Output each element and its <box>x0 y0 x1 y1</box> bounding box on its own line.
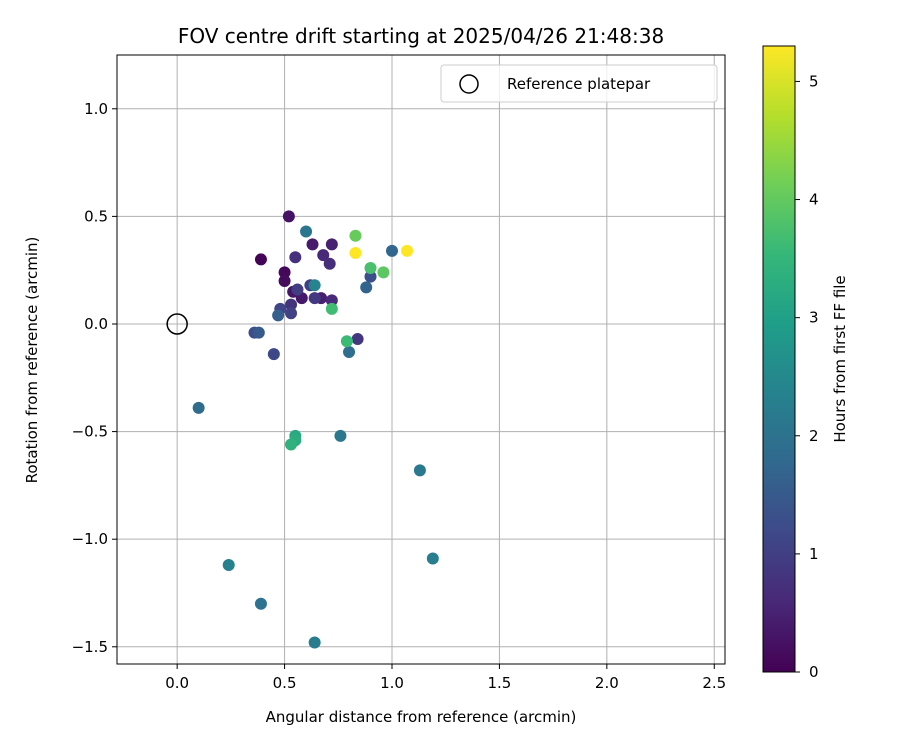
colorbar-tick-label: 3 <box>809 309 819 327</box>
colorbar-label: Hours from first FF file <box>831 275 849 442</box>
colorbar-ticks: 0 1 2 3 4 5 <box>795 72 819 681</box>
plot-area <box>116 54 726 665</box>
data-point <box>343 345 356 358</box>
data-point <box>364 262 377 275</box>
x-tick-label: 0.5 <box>273 674 297 692</box>
colorbar-tick-label: 4 <box>809 191 819 209</box>
reference-platepar-point <box>166 313 188 335</box>
x-tick-label: 0.0 <box>165 674 189 692</box>
data-point <box>282 210 295 223</box>
colorbar-tick-label: 2 <box>809 427 819 445</box>
colorbar-tick-label: 1 <box>809 545 819 563</box>
data-point <box>222 559 235 572</box>
legend-label-reference: Reference platepar <box>507 75 651 93</box>
x-tick-label: 1.0 <box>380 674 404 692</box>
grid <box>117 55 725 664</box>
data-point <box>306 238 319 251</box>
colorbar-tick-label: 5 <box>809 72 819 90</box>
data-point <box>385 244 398 257</box>
data-point <box>413 464 426 477</box>
data-point <box>285 438 298 451</box>
legend-box <box>440 64 718 103</box>
data-point <box>254 253 267 266</box>
data-point <box>300 225 313 238</box>
data-point <box>285 298 298 311</box>
y-tick-label: 1.0 <box>84 100 108 118</box>
data-point <box>325 238 338 251</box>
scatter-points <box>192 210 439 649</box>
data-point <box>325 302 338 315</box>
data-point <box>364 270 377 283</box>
data-point <box>317 249 330 262</box>
y-tick-label: −1.0 <box>72 530 108 548</box>
data-point <box>308 292 321 305</box>
x-axis-label: Angular distance from reference (arcmin) <box>266 708 577 726</box>
data-point <box>285 307 298 320</box>
data-point <box>351 333 364 346</box>
data-point <box>278 274 291 287</box>
data-point <box>289 251 302 264</box>
x-tick-label: 2.5 <box>702 674 726 692</box>
data-point <box>349 246 362 259</box>
y-axis-label: Rotation from reference (arcmin) <box>23 237 41 484</box>
data-point <box>267 348 280 361</box>
data-point <box>272 309 285 322</box>
x-tick-label: 1.5 <box>487 674 511 692</box>
data-point <box>254 597 267 610</box>
chart-title: FOV centre drift starting at 2025/04/26 … <box>178 24 664 48</box>
data-point <box>278 266 291 279</box>
data-point <box>308 636 321 649</box>
data-point <box>323 257 336 270</box>
data-point <box>426 552 439 565</box>
data-point <box>349 229 362 242</box>
data-point <box>325 294 338 307</box>
colorbar-gradient <box>762 45 796 673</box>
data-point <box>377 266 390 279</box>
y-tick-label: −1.5 <box>72 638 108 656</box>
data-point <box>308 279 321 292</box>
legend-reference-marker <box>459 74 479 94</box>
data-point <box>360 281 373 294</box>
colorbar: 0 1 2 3 4 5 Hours from first FF file <box>762 45 849 681</box>
y-tick-label: 0.5 <box>84 207 108 225</box>
data-point <box>334 429 347 442</box>
data-point <box>192 401 205 414</box>
data-point <box>291 283 304 296</box>
data-point <box>252 326 265 339</box>
data-point <box>401 244 414 257</box>
x-axis-ticks: 0.0 0.5 1.0 1.5 2.0 2.5 <box>165 664 726 692</box>
data-point <box>340 335 353 348</box>
y-tick-label: −0.5 <box>72 423 108 441</box>
y-tick-label: 0.0 <box>84 315 108 333</box>
x-tick-label: 2.0 <box>595 674 619 692</box>
colorbar-tick-label: 0 <box>809 663 819 681</box>
y-axis-ticks: 1.0 0.5 0.0 −0.5 −1.0 −1.5 <box>72 100 117 656</box>
reference-marker <box>166 313 188 335</box>
legend: Reference platepar <box>440 64 718 103</box>
